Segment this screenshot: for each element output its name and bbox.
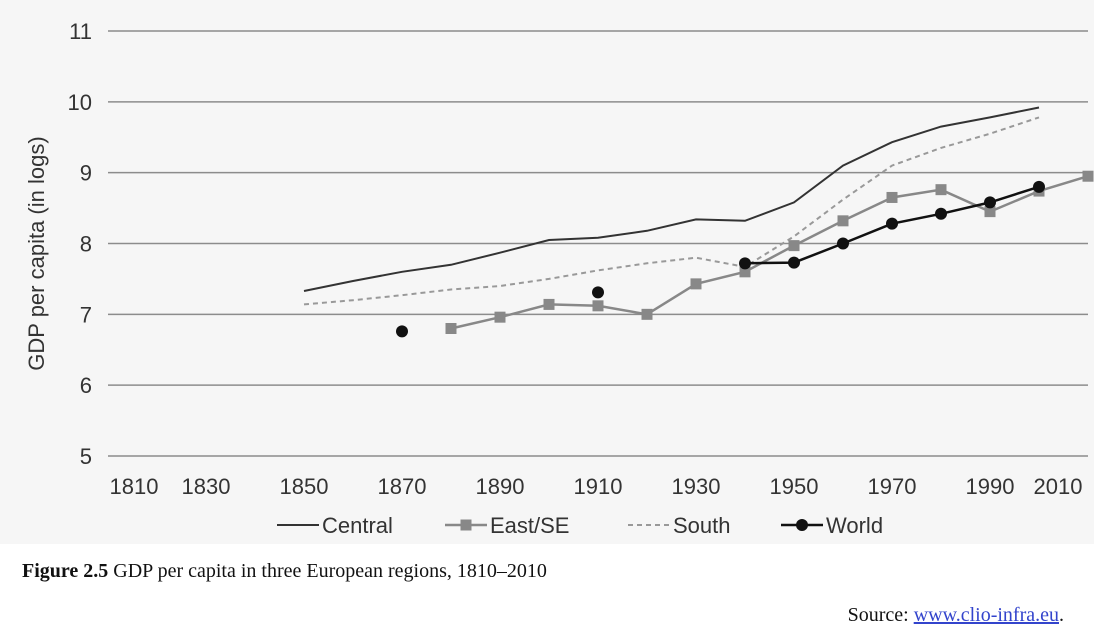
x-tick-label: 1890: [476, 474, 525, 499]
legend-label: World: [826, 513, 883, 538]
line-chart: 5 6 7 8 9 10 11 1810 1830 1850 1870 1890 1910 1930 195…: [24, 19, 1094, 538]
x-tick-label: 1930: [672, 474, 721, 499]
data-point: [886, 217, 898, 230]
data-point: [984, 206, 996, 218]
x-tick-label: 1870: [378, 474, 427, 499]
x-tick-label: 2010: [1034, 474, 1083, 499]
data-point: [445, 323, 457, 334]
data-point: [396, 325, 408, 338]
x-tick-label: 1970: [868, 474, 917, 499]
data-point: [788, 256, 800, 269]
legend-item: Central: [277, 513, 393, 538]
data-point: [886, 191, 898, 203]
data-point: [837, 237, 849, 250]
y-tick-label: 9: [80, 161, 92, 186]
data-point: [935, 207, 947, 220]
data-point: [739, 257, 751, 270]
y-tick-label: 7: [80, 302, 92, 327]
legend-marker: [796, 519, 808, 531]
series-central: [303, 106, 1040, 292]
source-suffix: .: [1059, 604, 1064, 626]
figure-caption: Figure 2.5 GDP per capita in three Europ…: [22, 560, 547, 583]
series-line: [450, 175, 1089, 330]
series-world: [396, 180, 1045, 338]
data-point: [1082, 170, 1094, 182]
y-tick-label: 5: [80, 444, 92, 469]
series-line: [303, 106, 1040, 292]
legend-item: East/SE: [445, 513, 569, 538]
data-point: [739, 266, 751, 278]
legend-item: South: [628, 513, 731, 538]
y-tick-label: 6: [80, 373, 92, 398]
x-tick-label: 1830: [182, 474, 231, 499]
x-tick-label: 1810: [110, 474, 159, 499]
chart-area: 5 6 7 8 9 10 11 1810 1830 1850 1870 1890 1910 1930 195…: [24, 19, 1094, 538]
data-point: [592, 300, 604, 312]
y-tick-label: 11: [69, 19, 92, 44]
data-point: [984, 196, 996, 209]
x-tick-label: 1910: [574, 474, 623, 499]
series-line: [303, 116, 1040, 306]
caption-text: GDP per capita in three European regions…: [108, 560, 547, 582]
data-point: [494, 311, 506, 323]
y-tick-label: 8: [80, 232, 92, 257]
legend-item: World: [781, 513, 883, 538]
data-point: [592, 286, 604, 299]
y-tick-label: 10: [68, 90, 92, 115]
series-south: [303, 116, 1040, 306]
y-axis-label: GDP per capita (in logs): [24, 136, 49, 370]
x-tick-label: 1850: [280, 474, 329, 499]
x-tick-label: 1950: [770, 474, 819, 499]
legend-label: South: [673, 513, 731, 538]
source-note: Source: www.clio-infra.eu.: [848, 604, 1064, 627]
data-point: [837, 215, 849, 227]
legend-marker: [460, 519, 472, 531]
data-point: [641, 308, 653, 320]
legend-label: East/SE: [490, 513, 569, 538]
data-point: [935, 184, 947, 196]
caption-label: Figure 2.5: [22, 560, 109, 582]
data-point: [690, 278, 702, 290]
series-east-se: [445, 170, 1094, 334]
x-tick-label: 1990: [966, 474, 1015, 499]
data-point: [1033, 180, 1045, 193]
data-point: [543, 298, 555, 310]
source-label: Source:: [847, 604, 914, 626]
data-point: [788, 240, 800, 252]
legend-label: Central: [322, 513, 393, 538]
source-link[interactable]: www.clio-infra.eu: [913, 604, 1059, 626]
